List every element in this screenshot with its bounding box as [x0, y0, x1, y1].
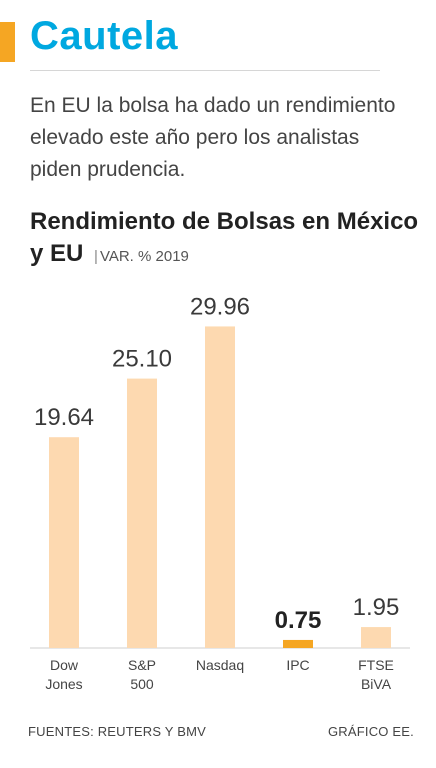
bar — [205, 326, 235, 648]
accent-bar — [0, 22, 15, 62]
value-label: 25.10 — [112, 346, 172, 373]
value-label: 19.64 — [34, 404, 94, 431]
divider-rule — [30, 70, 380, 71]
chart-subtitle-wrap: | VAR. % 2019 — [90, 248, 189, 265]
chart-title: Rendimiento de Bolsas en México y EU — [30, 208, 419, 267]
bar — [127, 378, 157, 648]
category-label: Jones — [45, 676, 82, 692]
bar — [283, 639, 313, 648]
credit-note: GRÁFICO EE. — [328, 724, 414, 739]
value-label: 1.95 — [353, 594, 400, 621]
title-separator: | — [94, 248, 98, 265]
value-label: 0.75 — [275, 607, 322, 634]
category-label: IPC — [286, 657, 309, 673]
bar-chart: 19.64 Dow Jones 25.10 S&P 500 29.96 Nasdaq 0.75 I… — [30, 293, 410, 692]
bar — [49, 437, 79, 648]
bar — [361, 627, 391, 648]
source-note: FUENTES: REUTERS Y BMV — [28, 724, 207, 739]
category-label: Dow — [50, 657, 79, 673]
category-label: S&P — [128, 657, 156, 673]
chart-title-block: Rendimiento de Bolsas en México y EU | VA… — [30, 206, 425, 273]
category-label: BiVA — [361, 676, 392, 692]
description-text: En EU la bolsa ha dado un rendimiento el… — [30, 94, 396, 181]
category-label: 500 — [130, 676, 154, 692]
headline: Cautela — [30, 14, 178, 58]
category-label: FTSE — [358, 657, 394, 673]
value-label: 29.96 — [190, 293, 250, 320]
category-label: Nasdaq — [196, 657, 244, 673]
chart-subtitle: VAR. % 2019 — [99, 248, 189, 265]
